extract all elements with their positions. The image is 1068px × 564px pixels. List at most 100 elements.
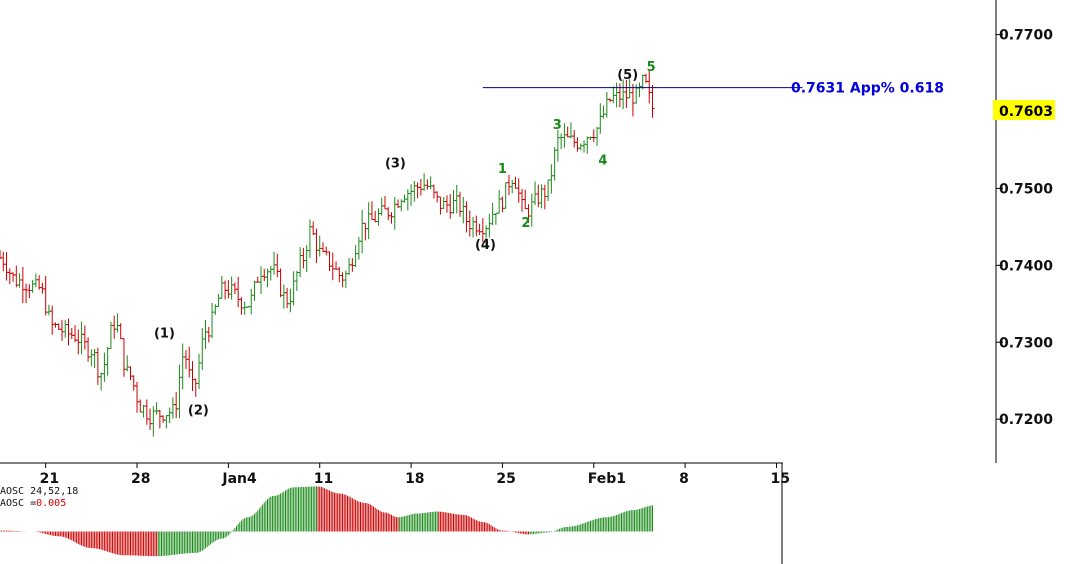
ohlc-bar bbox=[50, 305, 55, 335]
ohlc-bar bbox=[177, 364, 182, 419]
current-price-marker bbox=[993, 100, 1055, 120]
ohlc-bar bbox=[467, 210, 472, 237]
oscillator-title: AOSC 24,52,18 bbox=[0, 486, 78, 497]
ohlc-bar bbox=[650, 85, 655, 118]
ohlc-bar bbox=[516, 178, 521, 203]
ohlc-bar bbox=[203, 319, 208, 349]
ohlc-bar bbox=[226, 280, 231, 299]
ohlc-bar bbox=[621, 79, 626, 110]
ohlc-bar bbox=[82, 325, 87, 350]
ohlc-bar bbox=[14, 265, 19, 288]
ohlc-bar bbox=[581, 140, 586, 153]
ohlc-bar bbox=[148, 408, 153, 430]
wave-label: (3) bbox=[385, 157, 406, 172]
ohlc-bar bbox=[219, 275, 224, 299]
ohlc-bar bbox=[366, 202, 371, 240]
ohlc-bar bbox=[190, 361, 195, 392]
ohlc-bar bbox=[167, 407, 172, 424]
ohlc-bar bbox=[131, 375, 136, 391]
ohlc-bar bbox=[487, 213, 492, 238]
ohlc-bar bbox=[438, 196, 443, 215]
ohlc-bar bbox=[454, 184, 459, 214]
ohlc-bar bbox=[595, 127, 600, 146]
ohlc-bar bbox=[95, 347, 100, 385]
ohlc-bar bbox=[376, 208, 381, 226]
ohlc-bar bbox=[1, 251, 6, 272]
ohlc-bar bbox=[369, 201, 374, 220]
oscillator-value: 0.005 bbox=[36, 498, 66, 509]
date-tick-label: 11 bbox=[314, 471, 333, 487]
ohlc-bar bbox=[259, 266, 263, 294]
ohlc-bar bbox=[135, 381, 140, 413]
ohlc-bar bbox=[144, 399, 149, 425]
elliott-wave-labels: (1) (2) (3) (4) (5) 1 2 3 4 5 bbox=[154, 60, 656, 419]
ohlc-bar bbox=[141, 404, 146, 418]
ohlc-bar bbox=[555, 129, 560, 162]
ohlc-bar bbox=[549, 164, 554, 194]
ohlc-bar bbox=[236, 276, 241, 308]
ohlc-bar bbox=[640, 74, 645, 90]
ohlc-bar bbox=[69, 327, 74, 340]
ohlc-bar bbox=[79, 321, 84, 355]
ohlc-bar bbox=[99, 372, 104, 391]
ohlc-bar bbox=[536, 184, 541, 208]
ohlc-bar bbox=[281, 284, 286, 309]
ohlc-bar bbox=[559, 133, 564, 149]
price-tick-label: 0.7200 bbox=[999, 412, 1053, 428]
ohlc-bar bbox=[356, 237, 361, 260]
ohlc-bar bbox=[461, 196, 466, 224]
ohlc-bar bbox=[294, 270, 299, 291]
ohlc-bar bbox=[575, 137, 580, 152]
ohlc-bar bbox=[4, 252, 9, 281]
ohlc-bar bbox=[11, 272, 16, 282]
ohlc-bar bbox=[330, 252, 335, 281]
ohlc-bar bbox=[533, 181, 538, 206]
ohlc-bar bbox=[229, 276, 234, 300]
ohlc-bar bbox=[464, 201, 469, 233]
ohlc-bar bbox=[187, 346, 192, 378]
ohlc-bar bbox=[40, 282, 45, 294]
ohlc-bar bbox=[206, 326, 211, 343]
current-price-label: 0.7603 bbox=[999, 104, 1053, 120]
ohlc-bar bbox=[382, 196, 387, 210]
ohlc-bar bbox=[428, 176, 433, 190]
ohlc-bar bbox=[164, 415, 169, 429]
ohlc-bar bbox=[298, 247, 303, 278]
ohlc-bar bbox=[304, 245, 309, 273]
ohlc-bar bbox=[409, 184, 414, 206]
ohlc-bar bbox=[448, 194, 453, 219]
ohlc-bar bbox=[118, 323, 123, 340]
ohlc-bar bbox=[353, 245, 358, 267]
ohlc-bar bbox=[422, 173, 427, 191]
ohlc-bar bbox=[200, 328, 205, 370]
ohlc-bar bbox=[161, 415, 166, 423]
ohlc-bar bbox=[242, 301, 247, 315]
ohlc-bar bbox=[565, 126, 570, 138]
ohlc-bar bbox=[578, 143, 583, 151]
ohlc-bar bbox=[216, 293, 221, 308]
ohlc-bar bbox=[617, 83, 622, 108]
ohlc-bar bbox=[441, 197, 446, 209]
ohlc-bar bbox=[637, 82, 642, 98]
date-tick-label: 15 bbox=[770, 471, 789, 487]
wave-label: 4 bbox=[598, 154, 607, 169]
ohlc-bar bbox=[389, 212, 394, 224]
ohlc-bar bbox=[125, 355, 130, 372]
ohlc-bar bbox=[591, 129, 596, 143]
ohlc-bar bbox=[598, 103, 603, 134]
ohlc-bar bbox=[24, 283, 29, 304]
ohlc-bar bbox=[272, 251, 277, 275]
oscillator-value-prefix: AOSC = bbox=[0, 498, 36, 509]
ohlc-bar bbox=[46, 304, 51, 316]
ohlc-bar bbox=[412, 180, 417, 202]
ohlc-bar bbox=[500, 196, 505, 213]
ohlc-bar bbox=[327, 251, 332, 272]
ohlc-bar bbox=[180, 343, 185, 390]
date-tick-label: Jan4 bbox=[221, 471, 257, 487]
wave-label: (1) bbox=[154, 327, 175, 342]
ohlc-bar bbox=[157, 409, 162, 429]
ohlc-bar bbox=[418, 178, 423, 196]
ohlc-bar bbox=[193, 378, 198, 397]
ohlc-bar bbox=[513, 176, 518, 189]
